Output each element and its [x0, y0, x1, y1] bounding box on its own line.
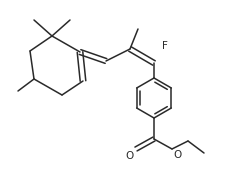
Text: O: O: [173, 150, 181, 160]
Text: O: O: [126, 151, 134, 161]
Text: F: F: [162, 41, 168, 51]
